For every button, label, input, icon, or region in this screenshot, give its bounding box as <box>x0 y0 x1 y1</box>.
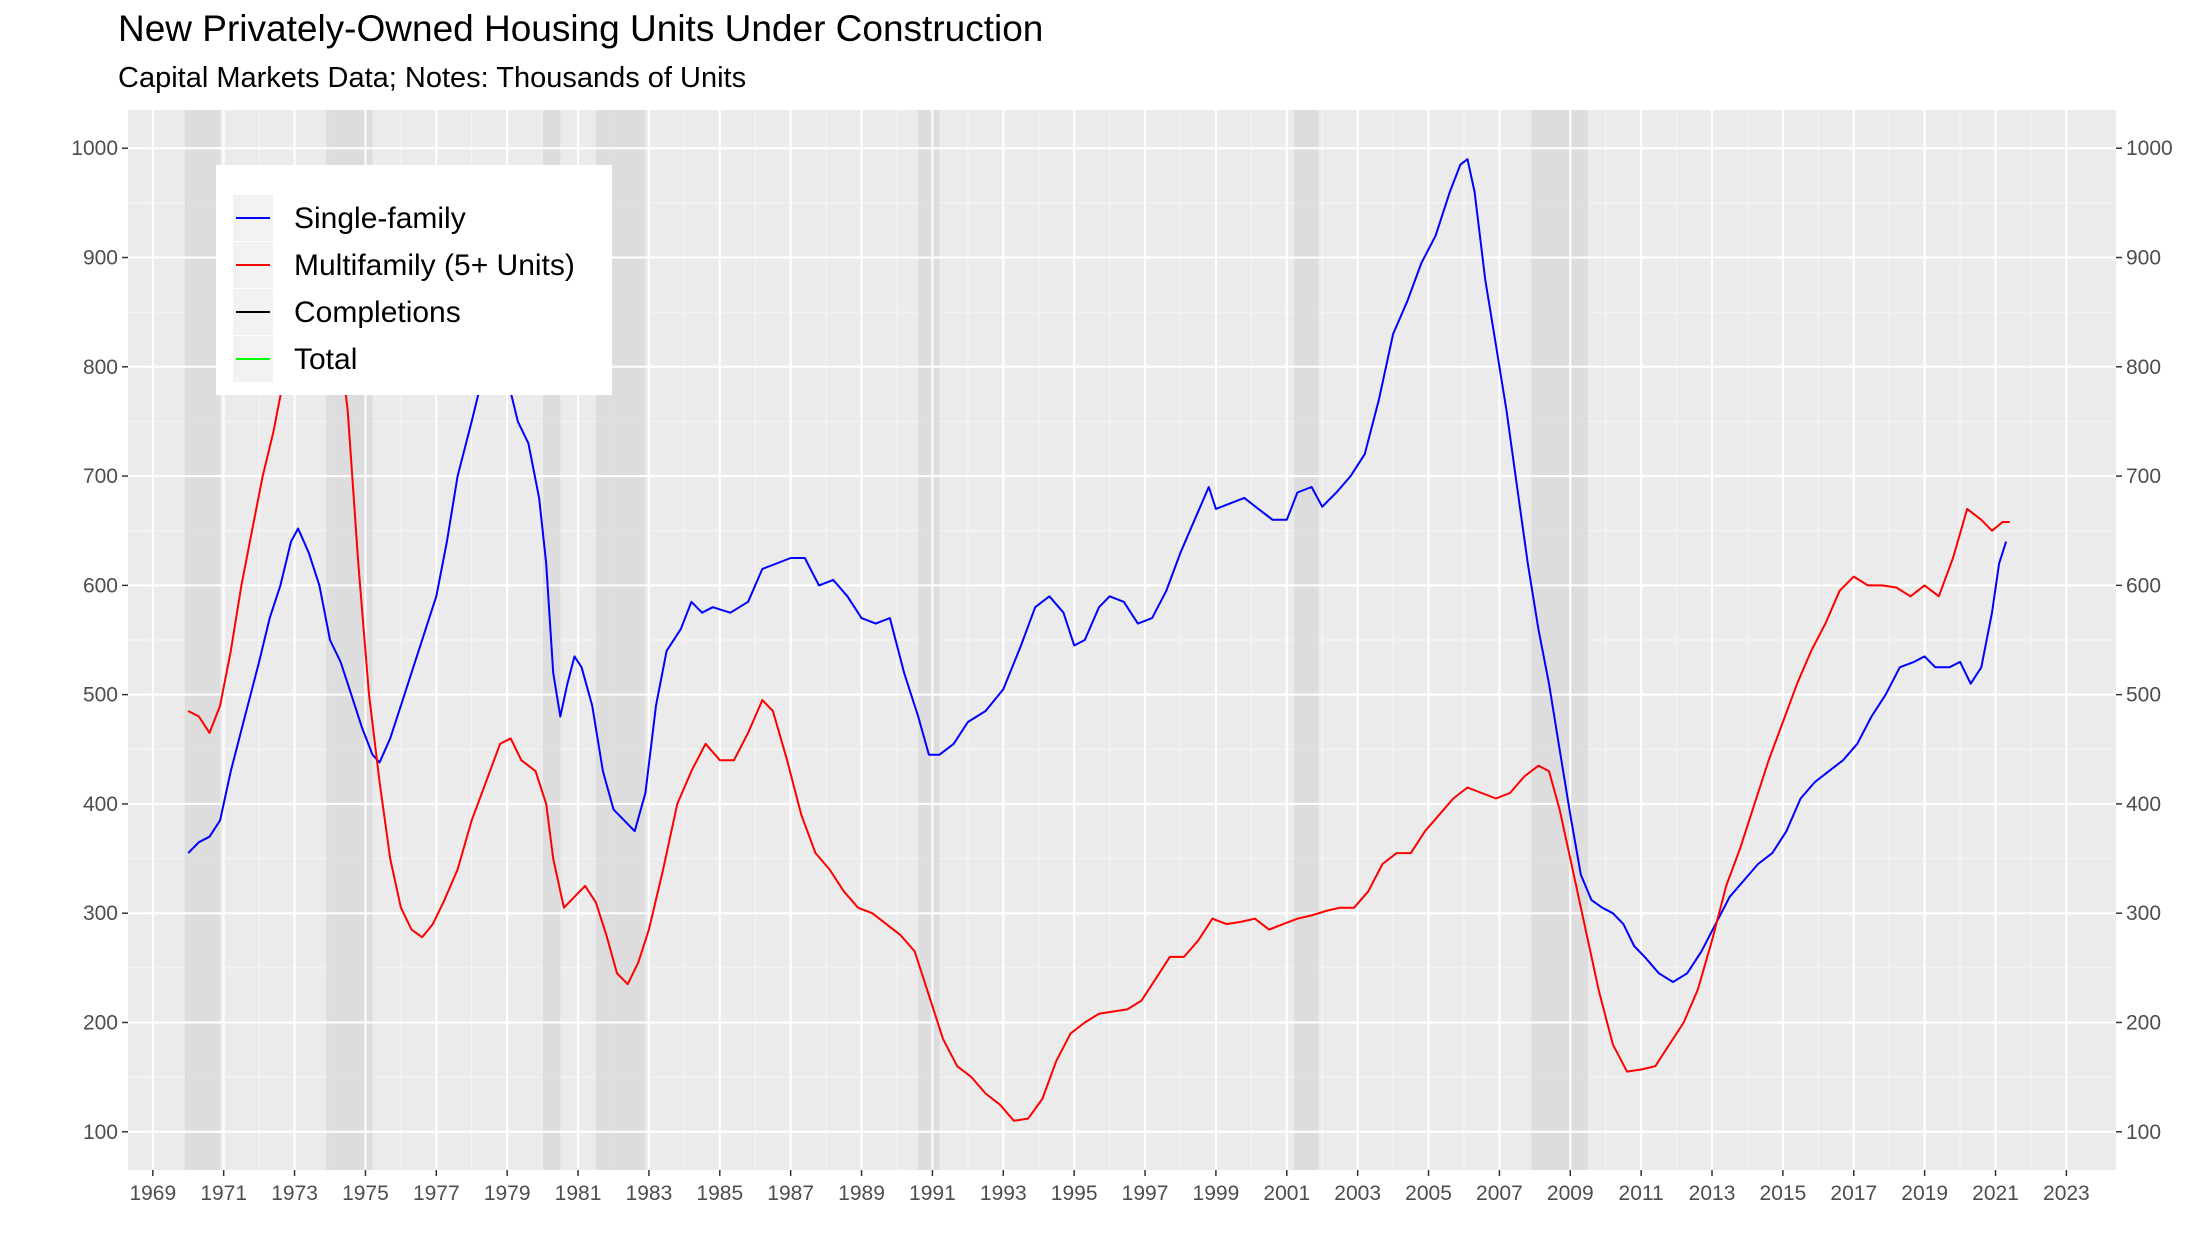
recession-band <box>918 110 940 1170</box>
y-tick-label-left: 100 <box>83 1121 118 1144</box>
x-tick-label: 1971 <box>200 1182 247 1205</box>
y-tick-label-left: 600 <box>83 574 118 597</box>
series-lines <box>187 158 2010 1122</box>
legend-label: Total <box>294 343 357 376</box>
x-tick-label: 2007 <box>1476 1182 1523 1205</box>
x-tick-label: 2011 <box>1619 1182 1664 1205</box>
legend: Single-family Multifamily (5+ Units) Compl… <box>216 165 612 395</box>
x-tick-label: 1989 <box>838 1182 885 1205</box>
y-tick-label-right: 600 <box>2126 574 2161 597</box>
axes: 1969 1971 1973 1975 1977 1979 1981 1983 1985 1987… <box>71 137 2172 1205</box>
x-tick-label: 1983 <box>626 1182 673 1205</box>
x-tick-label: 2017 <box>1830 1182 1877 1205</box>
y-tick-label-left: 800 <box>83 356 118 379</box>
y-tick-label-right: 800 <box>2126 356 2161 379</box>
x-tick-label: 1987 <box>767 1182 814 1205</box>
y-tick-label-right: 200 <box>2126 1011 2161 1034</box>
y-tick-label-left: 500 <box>83 684 118 707</box>
y-tick-label-right: 900 <box>2126 247 2161 270</box>
x-tick-label: 2021 <box>1972 1182 2019 1205</box>
x-tick-label: 1973 <box>271 1182 318 1205</box>
x-tick-label: 2023 <box>2043 1182 2090 1205</box>
x-tick-label: 1993 <box>980 1182 1027 1205</box>
y-tick-label-left: 400 <box>83 793 118 816</box>
x-tick-label: 2003 <box>1334 1182 1381 1205</box>
series-line-1 <box>187 349 2010 1122</box>
y-tick-label-right: 500 <box>2126 684 2161 707</box>
x-tick-label: 1999 <box>1193 1182 1240 1205</box>
recession-band <box>184 110 221 1170</box>
major-gridlines <box>128 110 2116 1170</box>
y-tick-label-right: 1000 <box>2126 137 2173 160</box>
x-tick-label: 2001 <box>1263 1182 1310 1205</box>
y-tick-label-left: 300 <box>83 902 118 925</box>
x-tick-label: 1981 <box>555 1182 602 1205</box>
y-tick-label-right: 300 <box>2126 902 2161 925</box>
y-tick-label-left: 700 <box>83 465 118 488</box>
chart-subtitle: Capital Markets Data; Notes: Thousands o… <box>118 62 747 94</box>
x-tick-label: 1979 <box>484 1182 531 1205</box>
x-tick-label: 1997 <box>1122 1182 1169 1205</box>
x-tick-label: 2005 <box>1405 1182 1452 1205</box>
chart-title: New Privately-Owned Housing Units Under … <box>118 8 1044 49</box>
legend-label: Single-family <box>294 202 466 235</box>
x-tick-label: 1991 <box>909 1182 956 1205</box>
legend-label: Completions <box>294 296 461 329</box>
x-tick-label: 1975 <box>342 1182 389 1205</box>
x-tick-label: 1969 <box>129 1182 176 1205</box>
y-tick-label-right: 100 <box>2126 1121 2161 1144</box>
x-tick-label: 1977 <box>413 1182 460 1205</box>
recession-band <box>1293 110 1319 1170</box>
x-tick-label: 1995 <box>1051 1182 1098 1205</box>
y-tick-label-right: 400 <box>2126 793 2161 816</box>
x-tick-label: 2013 <box>1689 1182 1736 1205</box>
series-line-0 <box>187 158 2008 983</box>
y-tick-label-left: 200 <box>83 1011 118 1034</box>
x-tick-label: 1985 <box>696 1182 743 1205</box>
x-tick-label: 2019 <box>1901 1182 1948 1205</box>
y-tick-label-left: 1000 <box>71 137 118 160</box>
x-tick-label: 2009 <box>1547 1182 1594 1205</box>
legend-box <box>216 165 612 395</box>
x-tick-label: 2015 <box>1760 1182 1807 1205</box>
y-tick-label-left: 900 <box>83 247 118 270</box>
legend-label: Multifamily (5+ Units) <box>294 249 575 282</box>
y-tick-label-right: 700 <box>2126 465 2161 488</box>
